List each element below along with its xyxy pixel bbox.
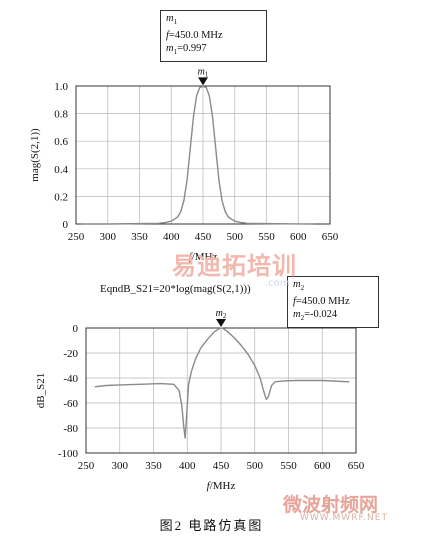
x-tick-label: 500 [227,231,244,243]
chart-2: 250 300 350 400 450 500 550 600 650 0 -20 -40 -60 -80… [35,308,365,492]
x-tick-label: 250 [78,460,95,472]
watermark-bottom: 微波射频网 [283,494,379,516]
y-tick-label: -80 [63,423,78,435]
marker-1-label-2: m [166,43,174,55]
marker-1-readout: m1 f=450.0 MHz m1=0.997 [160,10,267,63]
marker-tag: m2 [216,308,227,320]
x-tick-label: 650 [322,231,339,243]
x-tick-label: 400 [163,231,180,243]
x-tick-label: 400 [179,460,196,472]
x-tick-label: 600 [314,460,331,472]
marker-triangle [198,77,208,86]
y-tick-label: 0.2 [54,191,68,203]
watermark-top-url: .com [265,278,290,289]
series-line [82,85,315,225]
watermark-bottom-url: WWW.MWRF.NET [300,513,388,523]
marker-tag: m1 [198,66,209,78]
y-tick-label: 0.6 [54,136,68,148]
marker-2-label: m [293,279,301,290]
x-tick-label: 550 [258,231,275,243]
x-tick-label: 350 [145,460,162,472]
y-axis-title: mag(S(2,1)) [29,128,41,182]
watermark-top: 易迪拓培训 [172,252,297,280]
y-tick-label: -20 [63,348,78,360]
series-line [94,327,350,439]
y-axis-title: dB_S21 [35,373,47,408]
marker-2-label-2: m [293,309,301,321]
marker-1-sub: 1 [173,18,178,27]
marker-2-readout: m2 f=450.0 MHz m2=-0.024 [287,276,379,329]
y-tick-label: -40 [63,373,78,385]
y-tick-label: 0.4 [54,164,68,176]
x-tick-label: 600 [290,231,307,243]
x-axis-title: f/MHz [189,251,218,263]
marker-1-freq: =450.0 MHz [168,30,223,42]
x-tick-label: 650 [348,460,365,472]
marker-1-value: =0.997 [177,43,207,55]
x-tick-label: 350 [131,231,148,243]
x-tick-label: 550 [280,460,297,472]
y-tick-label: -100 [58,448,79,460]
chart-1: 250 300 350 400 450 500 550 600 650 0 0.2 0.4 0.6 0.8… [29,66,339,263]
marker-1-sub-2: 1 [173,48,178,57]
x-tick-label: 300 [112,460,129,472]
marker-2-value: =-0.024 [304,309,338,321]
x-tick-label: 500 [247,460,264,472]
marker-2-freq-prefix: f [293,296,296,308]
x-tick-label: 300 [100,231,117,243]
x-tick-label: 450 [195,231,212,243]
x-axis-title: f/MHz [207,480,236,492]
y-tick-label: 0 [63,219,69,231]
marker-triangle [216,319,226,328]
marker-2-sub: 2 [300,284,305,293]
x-tick-label: 250 [68,231,85,243]
marker-2-freq: =450.0 MHz [295,296,350,308]
figure-caption: 图2 电路仿真图 [159,518,264,533]
y-tick-label: 0 [73,323,79,335]
marker-1-freq-prefix: f [166,30,169,42]
chart-2-title: EqndB_S21=20*log(mag(S(2,1))) [100,283,251,295]
marker-1-label: m [166,13,174,24]
marker-2-sub-2: 2 [300,314,305,323]
y-tick-label: -60 [63,398,78,410]
x-tick-label: 450 [213,460,230,472]
y-tick-label: 1.0 [54,81,68,93]
y-tick-label: 0.8 [54,109,68,121]
